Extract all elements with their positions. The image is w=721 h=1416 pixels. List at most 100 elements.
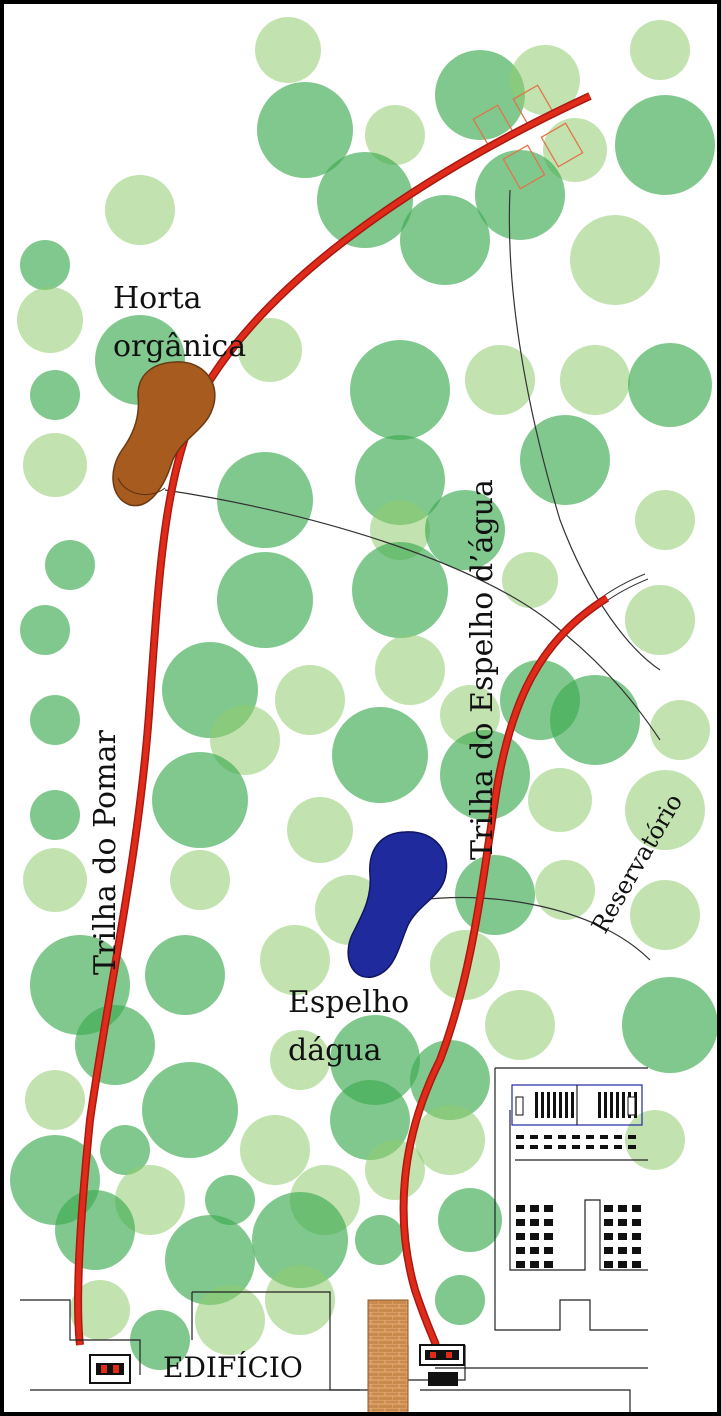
tree-canopy-icon xyxy=(105,175,175,245)
parking-stall xyxy=(530,1145,538,1149)
parking-stall xyxy=(618,1247,627,1254)
tree-canopy-icon xyxy=(238,318,302,382)
tree-canopy-icon xyxy=(355,435,445,525)
tree-canopy-icon xyxy=(435,50,525,140)
parking-stall xyxy=(530,1135,538,1139)
tree-canopy-icon xyxy=(252,1192,348,1288)
building-wall-left xyxy=(20,1299,141,1375)
tree-canopy-icon xyxy=(170,850,230,910)
path-horta-cross xyxy=(164,489,661,741)
trail-end-line-a xyxy=(604,573,646,596)
tree-canopy-icon xyxy=(475,150,565,240)
parking-stall xyxy=(586,1145,594,1149)
parking-stall xyxy=(516,1247,525,1254)
parking-stall xyxy=(530,1247,539,1254)
tree-canopy-icon xyxy=(622,977,718,1073)
tree-canopy-icon xyxy=(130,1310,190,1370)
parking-stall xyxy=(632,1205,641,1212)
tree-canopy-icon xyxy=(30,370,80,420)
tree-canopy-icon xyxy=(23,848,87,912)
parking-stall xyxy=(530,1219,539,1226)
tree-canopy-icon xyxy=(17,287,83,353)
label-horta-line2: orgânica xyxy=(113,329,246,364)
label-espelho-line2: dágua xyxy=(288,1033,382,1068)
tree-canopy-icon xyxy=(535,860,595,920)
water-mirror-icon xyxy=(347,831,448,978)
parking-stall xyxy=(547,1092,550,1118)
parking-stall xyxy=(544,1205,553,1212)
tree-canopy-icon xyxy=(255,17,321,83)
tree-canopy-icon xyxy=(30,695,80,745)
tree-canopy-icon xyxy=(20,240,70,290)
parking-outline xyxy=(494,1068,648,1331)
tree-canopy-icon xyxy=(45,540,95,590)
tree-canopy-icon xyxy=(400,195,490,285)
parking-stall xyxy=(515,1096,524,1116)
parking-stall xyxy=(628,1145,636,1149)
tree-canopy-icon xyxy=(20,605,70,655)
trails xyxy=(74,92,610,1347)
tree-canopy-icon xyxy=(287,797,353,863)
secondary-paths xyxy=(164,189,661,961)
tree-canopy-icon xyxy=(365,1140,425,1200)
tree-canopy-icon xyxy=(485,990,555,1060)
parking-stall xyxy=(604,1233,613,1240)
parking-stall xyxy=(604,1205,613,1212)
parking-stall xyxy=(604,1219,613,1226)
label-trilha-espelho: Trilha do Espelho d’água xyxy=(465,479,500,860)
parking-inner xyxy=(509,1110,648,1271)
trail-end-line-b xyxy=(607,578,649,601)
label-edificio: EDIFÍCIO xyxy=(163,1351,303,1384)
parking-stall xyxy=(544,1247,553,1254)
parking-stall xyxy=(516,1205,525,1212)
parking-stall xyxy=(558,1135,566,1139)
tree-canopy-icon xyxy=(365,105,425,165)
tree-canopy-icon xyxy=(270,1030,330,1090)
building-icon xyxy=(89,1354,131,1384)
trail-pomar xyxy=(75,93,592,1346)
bench xyxy=(502,144,546,190)
tree-canopy-icon xyxy=(317,152,413,248)
parking-stall xyxy=(516,1135,524,1139)
parking-stall xyxy=(571,1092,574,1118)
tree-canopy-icon xyxy=(260,925,330,995)
tree-canopy-icon xyxy=(352,542,448,638)
parking-stall xyxy=(600,1135,608,1139)
tree-canopy-icon xyxy=(75,1005,155,1085)
tree-canopy-icon xyxy=(375,635,445,705)
tree-canopy-icon xyxy=(415,1105,485,1175)
tree-canopy-icon xyxy=(615,95,715,195)
label-espelho-line1: Espelho xyxy=(288,985,409,1020)
parking-stall xyxy=(530,1261,539,1268)
parking-stall xyxy=(516,1145,524,1149)
brick-wall xyxy=(367,1299,409,1416)
building-area xyxy=(20,1291,466,1391)
tree-canopy-icon xyxy=(210,705,280,775)
tree-canopy-icon xyxy=(70,1280,130,1340)
tree-canopy-icon xyxy=(435,1275,485,1325)
parking-stall xyxy=(628,1135,636,1139)
tree-canopy-icon xyxy=(550,675,640,765)
tree-canopy-icon xyxy=(265,1265,335,1335)
parking-stall xyxy=(622,1092,625,1118)
tree-canopy-icon xyxy=(55,1190,135,1270)
tree-canopy-icon xyxy=(528,768,592,832)
parking-stall xyxy=(516,1261,525,1268)
tree-canopy-icon xyxy=(355,1215,405,1265)
parking-stall xyxy=(541,1092,544,1118)
parking-stall xyxy=(558,1145,566,1149)
tree-canopy-icon xyxy=(152,752,248,848)
tree-canopy-icon xyxy=(625,770,705,850)
tree-canopy-icon xyxy=(100,1125,150,1175)
parking-stall xyxy=(632,1233,641,1240)
tree-canopy-icon xyxy=(330,1080,410,1160)
tree-canopy-icon xyxy=(25,1070,85,1130)
parking-stall xyxy=(544,1233,553,1240)
building-wall-top xyxy=(192,1291,331,1300)
parking-stall xyxy=(572,1135,580,1139)
tree-canopy-icon xyxy=(630,880,700,950)
tree-canopy-icon xyxy=(23,433,87,497)
parking-stall xyxy=(516,1233,525,1240)
tree-canopy-icon xyxy=(145,935,225,1015)
tree-canopy-icon xyxy=(465,345,535,415)
